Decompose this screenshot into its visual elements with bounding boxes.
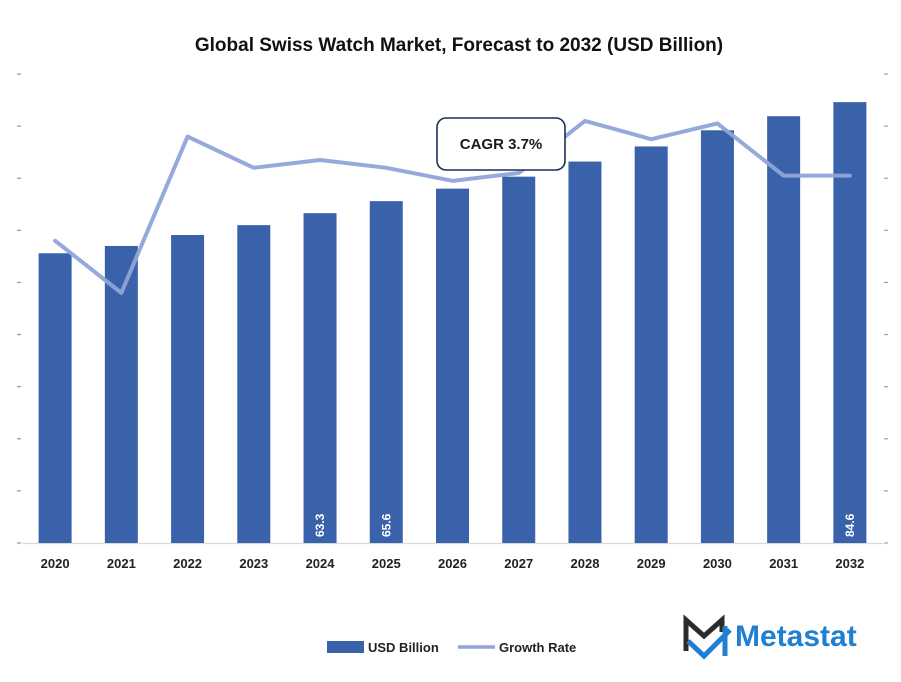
data-label-2025: 65.6 xyxy=(379,513,393,537)
legend: USD Billion Growth Rate xyxy=(327,640,576,655)
chart-title: Global Swiss Watch Market, Forecast to 2… xyxy=(195,35,723,56)
metastat-logo: Metastat xyxy=(683,614,857,660)
x-tick-2022: 2022 xyxy=(173,556,202,571)
right-axis xyxy=(884,73,888,544)
bar-2030 xyxy=(700,130,734,543)
metastat-m-icon xyxy=(683,614,732,660)
bar-2028 xyxy=(568,161,602,543)
data-label-2024: 63.3 xyxy=(313,513,327,537)
x-tick-2021: 2021 xyxy=(107,556,136,571)
bar-2031 xyxy=(767,116,801,544)
bar-2025 xyxy=(369,201,403,543)
cagr-callout: CAGR 3.7% xyxy=(436,117,566,171)
growth-rate-line xyxy=(53,118,852,295)
metastat-logo-text: Metastat xyxy=(735,620,857,653)
x-tick-2027: 2027 xyxy=(504,556,533,571)
bar-2021 xyxy=(104,245,138,543)
legend-label-growth-rate: Growth Rate xyxy=(499,640,576,655)
bar-2032 xyxy=(833,102,867,543)
x-tick-2032: 2032 xyxy=(835,556,864,571)
x-tick-2024: 2024 xyxy=(306,556,336,571)
bar-2020 xyxy=(38,253,72,544)
bar-2026 xyxy=(436,188,469,543)
data-labels: 63.3 65.6 84.6 xyxy=(313,513,857,537)
x-tick-2031: 2031 xyxy=(769,556,798,571)
bar-series xyxy=(38,102,867,544)
x-tick-2025: 2025 xyxy=(372,556,401,571)
cagr-box xyxy=(436,117,566,171)
x-tick-2029: 2029 xyxy=(637,556,666,571)
left-axis xyxy=(17,73,21,544)
legend-swatch-usd-billion xyxy=(327,641,364,653)
x-tick-labels: 2020 2021 2022 2023 2024 2025 2026 2027 2028 2029… xyxy=(41,556,865,571)
x-tick-2030: 2030 xyxy=(703,556,732,571)
x-tick-2020: 2020 xyxy=(41,556,70,571)
bar-2022 xyxy=(171,235,205,544)
x-tick-2026: 2026 xyxy=(438,556,467,571)
legend-label-usd-billion: USD Billion xyxy=(368,640,439,655)
data-label-2032: 84.6 xyxy=(843,513,857,537)
bar-2023 xyxy=(237,225,271,543)
x-tick-2028: 2028 xyxy=(571,556,600,571)
bar-2029 xyxy=(634,146,668,543)
cagr-label: CAGR 3.7% xyxy=(460,136,543,153)
bar-2027 xyxy=(502,176,536,544)
x-tick-2023: 2023 xyxy=(239,556,268,571)
bar-2024 xyxy=(303,213,337,544)
